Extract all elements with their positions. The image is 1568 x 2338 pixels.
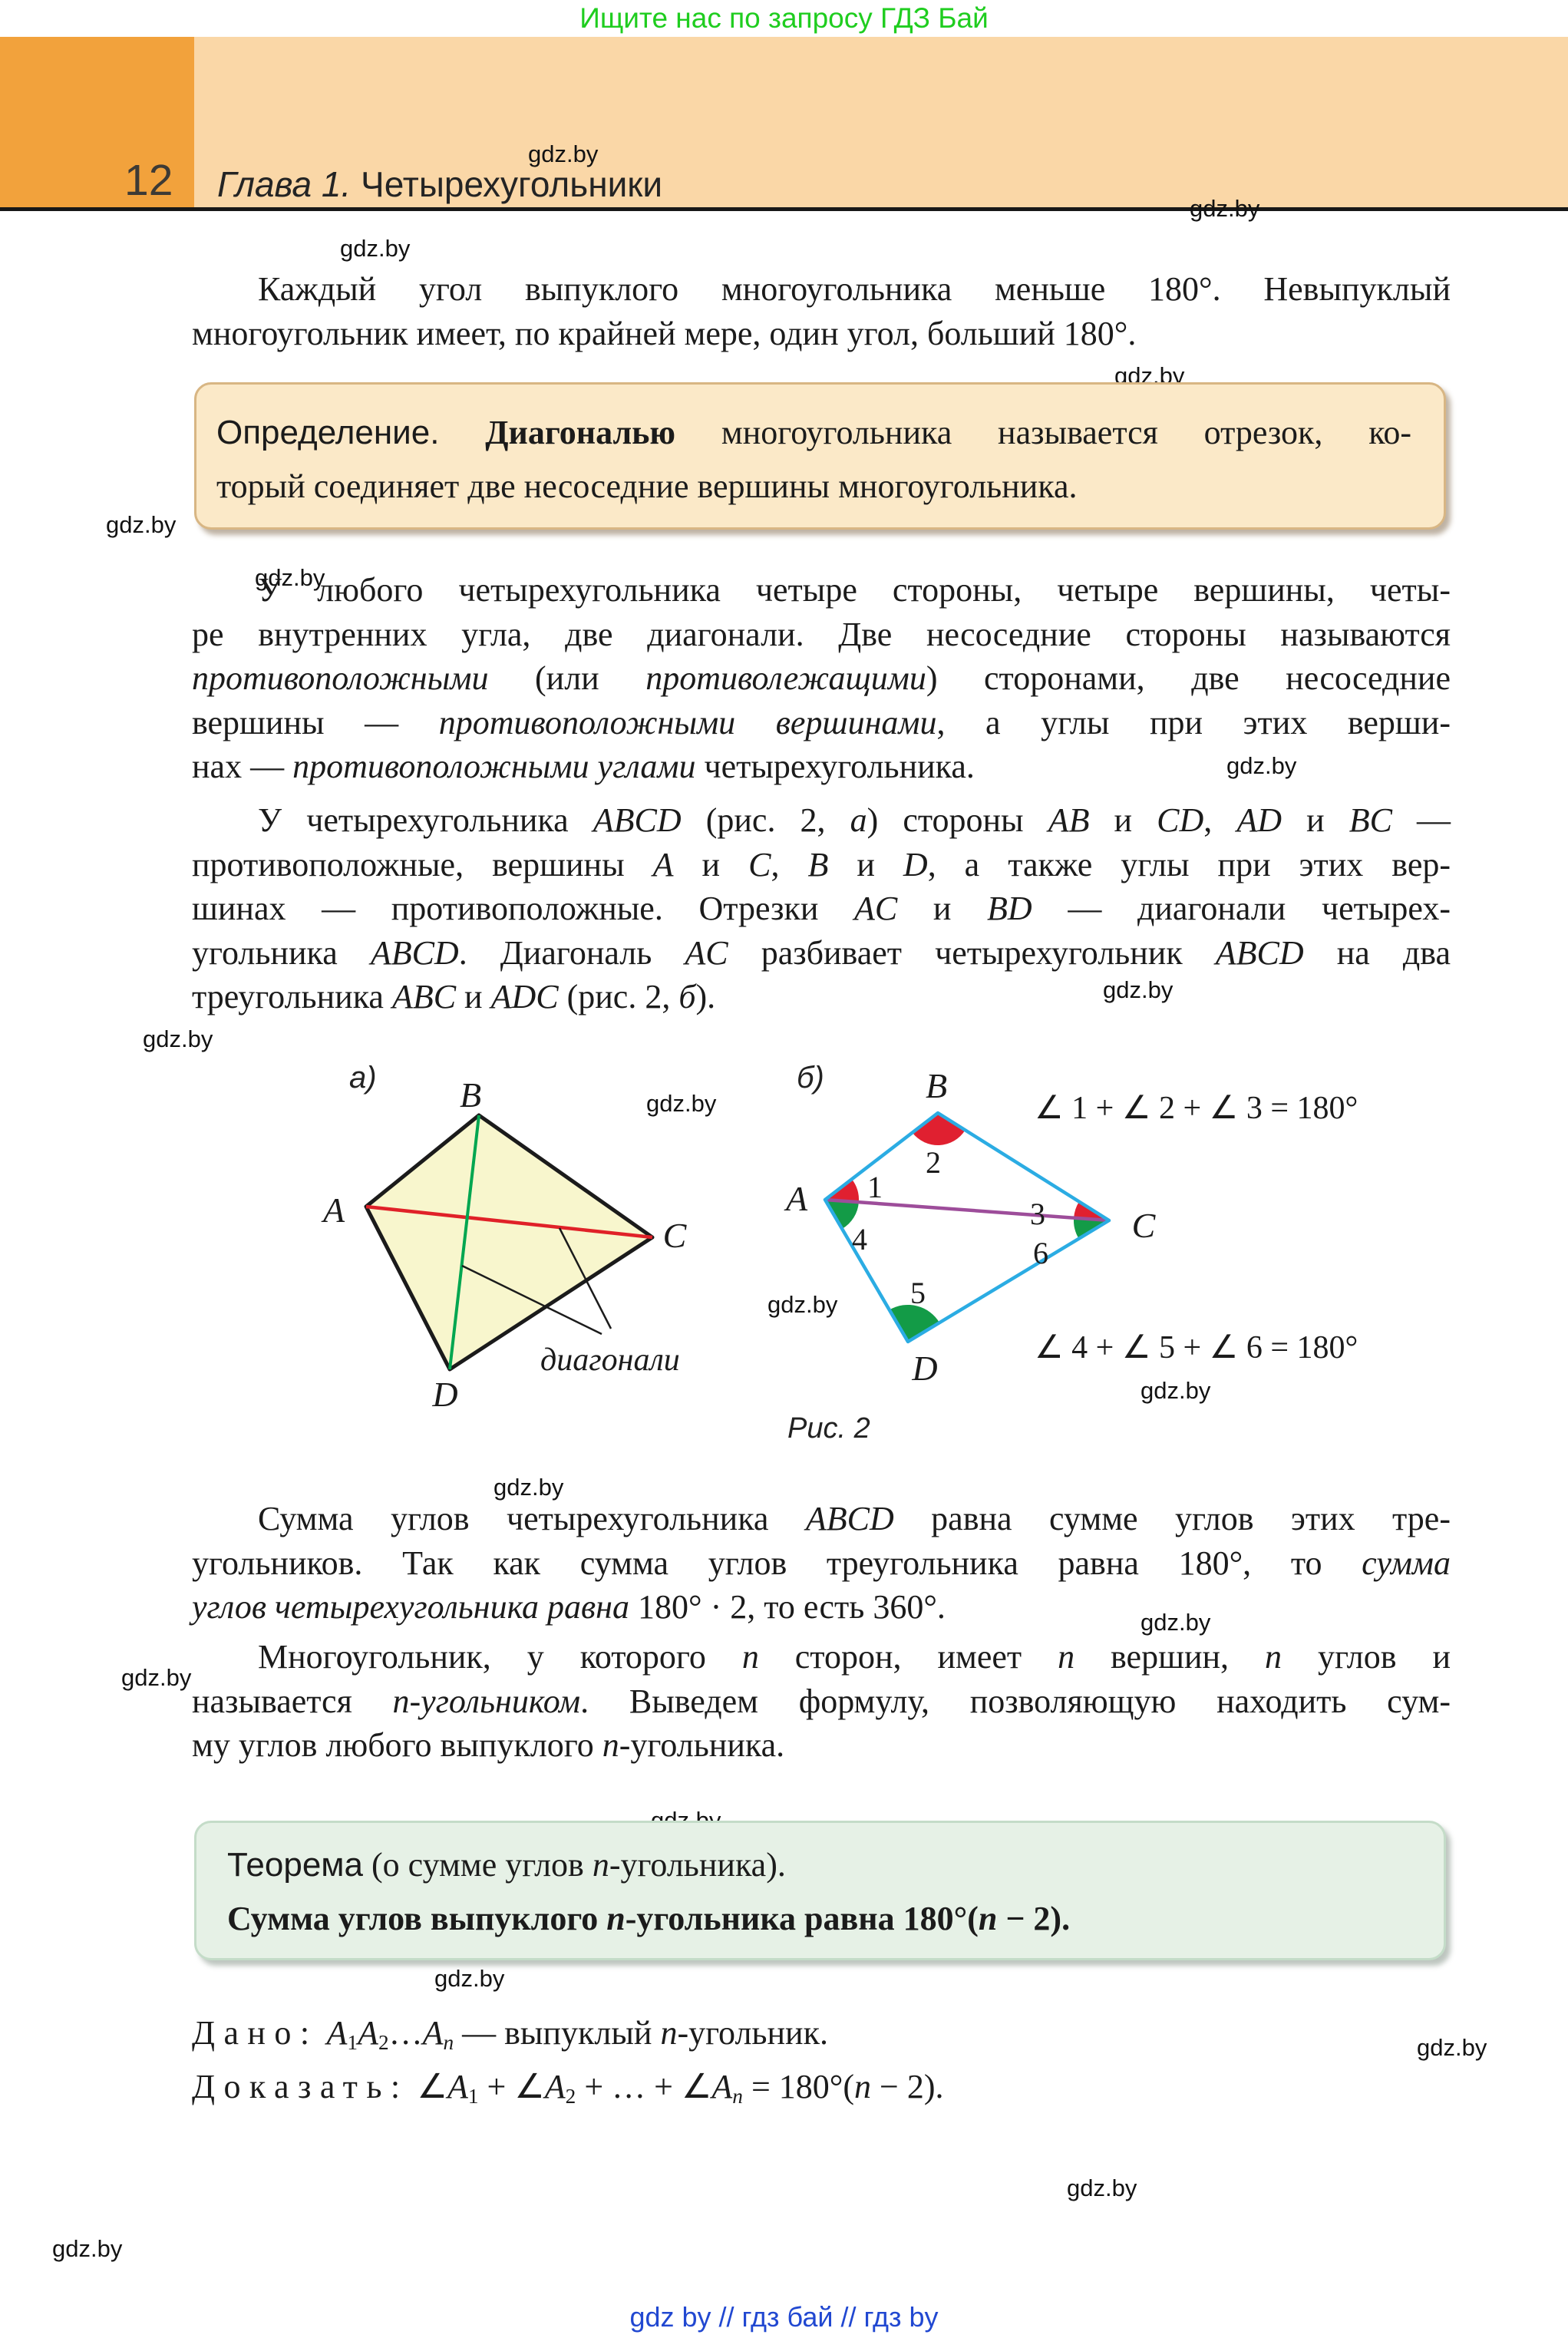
- angle-sum-formula-bottom: ∠ 4 + ∠ 5 + ∠ 6 = 180°: [1035, 1330, 1358, 1365]
- definition-box: Определение. Диагональю многоугольника н…: [194, 382, 1446, 530]
- watermark: gdz.by: [1190, 195, 1260, 222]
- figure-b-quadrilateral-diagram: A B C D 1 2 3 4 5 6: [784, 1066, 1157, 1388]
- top-banner-text: Ищите нас по запросу ГДЗ Бай: [579, 2, 989, 34]
- theorem-statement-body: Сумма углов выпуклого n-угольника равна …: [227, 1900, 1071, 1937]
- paragraph-convex-angles: Каждый угол выпуклого многоугольника мен…: [192, 270, 1451, 352]
- watermark: gdz.by: [1103, 976, 1174, 1003]
- angle-6-sector-green: [1073, 1217, 1109, 1239]
- watermark: gdz.by: [255, 564, 325, 591]
- watermark: gdz.by: [646, 1090, 717, 1117]
- diagonals-callout-label: диагонали: [540, 1342, 680, 1378]
- given-line: Дано: A1A2…An — выпуклый n-угольник.: [192, 2014, 828, 2054]
- quadrilateral-outline-cyan: [823, 1111, 1111, 1344]
- angle-1-sector-red: [825, 1179, 860, 1203]
- footer-links-text: gdz by // гдз бай // гдз by: [629, 2301, 939, 2333]
- vertex-label-a: A: [784, 1179, 808, 1218]
- watermark: gdz.by: [434, 1965, 505, 1992]
- watermark: gdz.by: [494, 1474, 564, 1501]
- chapter-label: Глава 1.: [217, 164, 352, 204]
- prove-line: Доказать: ∠A1 + ∠A2 + … + ∠An = 180°(n −…: [192, 2067, 944, 2108]
- figure-a-quadrilateral-diagram: A B C D диагонали: [321, 1075, 688, 1414]
- paragraph-ngon: Многоугольник, у которого n сторон, имее…: [192, 1638, 1451, 1764]
- watermark: gdz.by: [52, 2235, 123, 2262]
- angle-sum-formula-top: ∠ 1 + ∠ 2 + ∠ 3 = 180°: [1035, 1091, 1358, 1126]
- angle-label-6: 6: [1033, 1236, 1048, 1270]
- paragraph-quadrilateral-elements: У любого четырехугольника четыре стороны…: [192, 571, 1451, 785]
- diagonal-bd-green: [448, 1115, 480, 1370]
- quadrilateral-abcd: [364, 1113, 655, 1372]
- watermark: gdz.by: [106, 511, 177, 538]
- vertex-label-b: B: [926, 1066, 947, 1105]
- paragraph-angle-sum: Сумма углов четырехугольника ABCD равна …: [192, 1500, 1451, 1626]
- diagonal-ac-red: [365, 1204, 653, 1240]
- chapter-heading: Глава 1. Четырехугольники: [217, 163, 662, 205]
- watermark: gdz.by: [528, 140, 599, 167]
- diagonal-ac-purple: [824, 1197, 1110, 1223]
- vertex-label-a: A: [321, 1190, 345, 1230]
- angle-label-2: 2: [926, 1145, 941, 1180]
- watermark: gdz.by: [1226, 752, 1297, 779]
- vertex-label-b: B: [460, 1075, 481, 1115]
- watermark: gdz.by: [121, 1664, 192, 1691]
- figure-b-label: б): [797, 1061, 824, 1095]
- watermark: gdz.by: [767, 1291, 838, 1318]
- pointer-line-to-bd: [461, 1264, 602, 1336]
- pointer-line-to-ac: [558, 1227, 612, 1329]
- theorem-box: Теорема (о сумме углов n-угольника). Сум…: [194, 1821, 1446, 1960]
- vertex-label-c: C: [663, 1216, 688, 1255]
- angle-label-1: 1: [867, 1170, 883, 1204]
- paragraph-abcd-description: У четырехугольника ABCD (рис. 2, а) стор…: [192, 801, 1451, 1015]
- angle-label-3: 3: [1030, 1197, 1045, 1231]
- vertex-label-c: C: [1132, 1206, 1157, 1245]
- header-rule: [0, 207, 1568, 211]
- angle-label-5: 5: [910, 1276, 926, 1310]
- page-number: 12: [124, 156, 173, 205]
- angle-2-sector-red: [912, 1113, 966, 1146]
- header-band: [0, 37, 1568, 207]
- watermark: gdz.by: [1067, 2175, 1137, 2201]
- angle-label-4: 4: [852, 1222, 867, 1257]
- figure-caption: Рис. 2: [787, 1412, 870, 1445]
- watermark: gdz.by: [143, 1025, 213, 1052]
- watermark: gdz.by: [1141, 1609, 1211, 1636]
- angle-4-sector-green: [825, 1200, 859, 1229]
- watermark: gdz.by: [1141, 1377, 1211, 1404]
- watermark: gdz.by: [340, 235, 411, 262]
- angle-5-sector-green: [889, 1304, 940, 1342]
- theorem-statement-title: Теорема (о сумме углов n-угольника).: [227, 1846, 786, 1884]
- chapter-title: Четырехугольники: [351, 164, 663, 204]
- vertex-label-d: D: [431, 1375, 457, 1414]
- figure-a-label: а): [349, 1061, 377, 1095]
- vertex-label-d: D: [911, 1349, 937, 1388]
- quadrilateral-fill: [825, 1113, 1109, 1342]
- watermark: gdz.by: [1417, 2034, 1487, 2061]
- header-page-number-block: [0, 37, 194, 207]
